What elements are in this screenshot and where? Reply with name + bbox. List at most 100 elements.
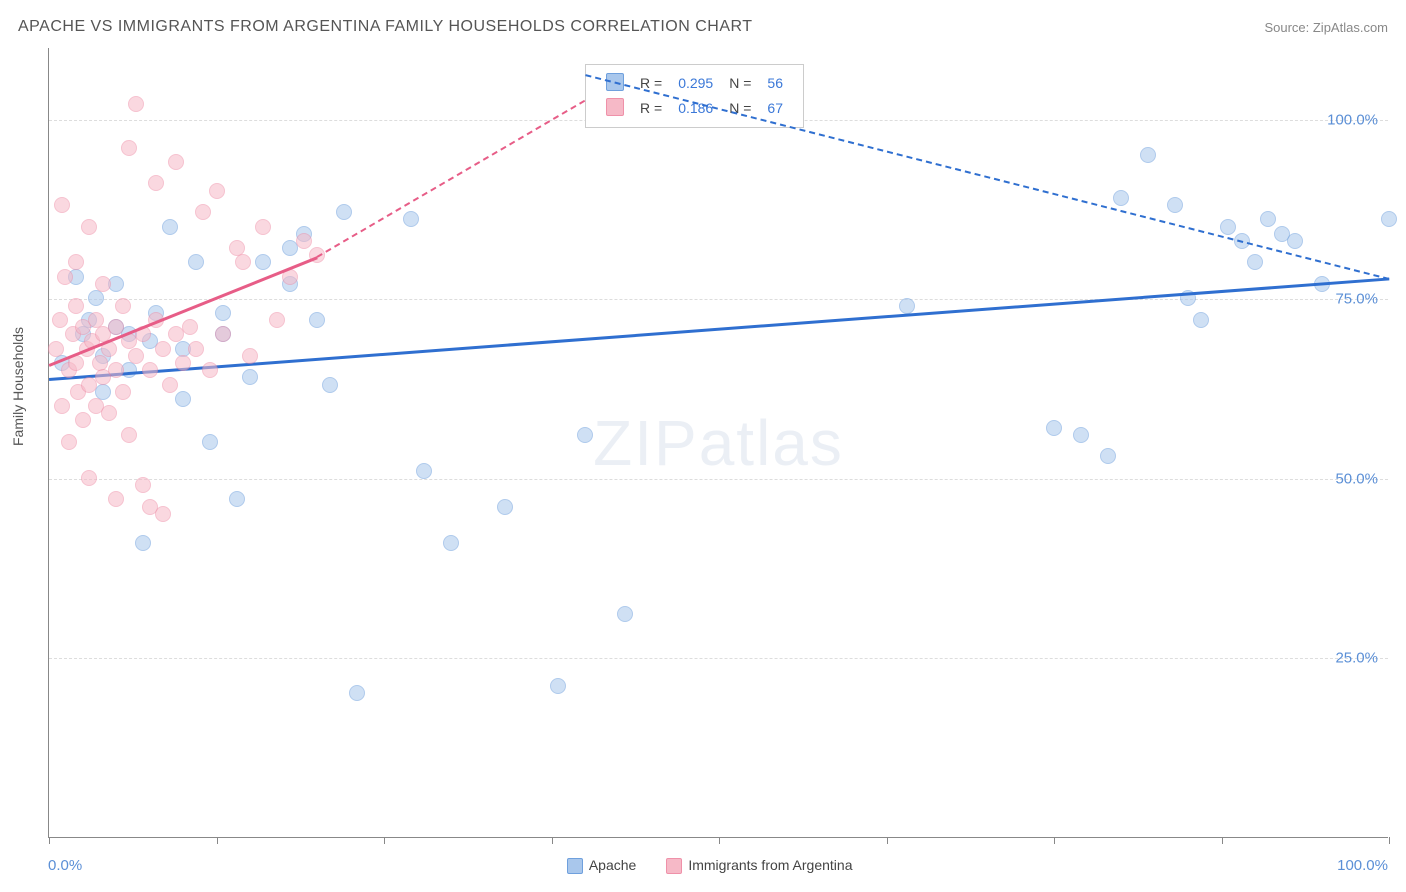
data-point (52, 312, 68, 328)
data-point (95, 276, 111, 292)
data-point (229, 491, 245, 507)
data-point (1381, 211, 1397, 227)
data-point (162, 219, 178, 235)
data-point (155, 506, 171, 522)
data-point (577, 427, 593, 443)
data-point (1287, 233, 1303, 249)
data-point (1046, 420, 1062, 436)
trend-line-extension (316, 100, 585, 258)
stats-box: R =0.295 N =56 R =0.186 N =67 (585, 64, 804, 128)
data-point (443, 535, 459, 551)
x-tick (552, 837, 553, 844)
data-point (54, 398, 70, 414)
data-point (88, 290, 104, 306)
data-point (135, 477, 151, 493)
data-point (497, 499, 513, 515)
x-tick (719, 837, 720, 844)
x-min-label: 0.0% (48, 857, 82, 874)
legend-item: Apache (567, 857, 636, 874)
data-point (188, 341, 204, 357)
data-point (1260, 211, 1276, 227)
data-point (148, 175, 164, 191)
data-point (1247, 254, 1263, 270)
data-point (215, 305, 231, 321)
data-point (235, 254, 251, 270)
gridline (49, 658, 1388, 659)
data-point (121, 427, 137, 443)
data-point (296, 233, 312, 249)
data-point (242, 348, 258, 364)
data-point (81, 470, 97, 486)
data-point (75, 412, 91, 428)
data-point (175, 391, 191, 407)
data-point (209, 183, 225, 199)
data-point (68, 254, 84, 270)
data-point (115, 298, 131, 314)
data-point (195, 204, 211, 220)
data-point (1113, 190, 1129, 206)
data-point (215, 326, 231, 342)
source-label: Source: ZipAtlas.com (1264, 20, 1388, 35)
data-point (188, 254, 204, 270)
data-point (202, 362, 218, 378)
data-point (1220, 219, 1236, 235)
data-point (255, 254, 271, 270)
y-tick-label: 25.0% (1335, 650, 1378, 667)
data-point (403, 211, 419, 227)
data-point (48, 341, 64, 357)
trend-line-extension (585, 74, 1389, 280)
data-point (1100, 448, 1116, 464)
y-tick-label: 100.0% (1327, 111, 1378, 128)
data-point (101, 405, 117, 421)
data-point (182, 319, 198, 335)
data-point (57, 269, 73, 285)
data-point (162, 377, 178, 393)
gridline (49, 479, 1388, 480)
data-point (175, 355, 191, 371)
data-point (61, 434, 77, 450)
data-point (121, 140, 137, 156)
y-axis-label: Family Households (10, 327, 26, 446)
data-point (202, 434, 218, 450)
watermark: ZIPatlas (593, 406, 844, 480)
data-point (128, 96, 144, 112)
x-tick (1389, 837, 1390, 844)
data-point (128, 348, 144, 364)
data-point (108, 362, 124, 378)
x-max-label: 100.0% (1337, 857, 1388, 874)
data-point (81, 219, 97, 235)
data-point (1073, 427, 1089, 443)
data-point (135, 535, 151, 551)
data-point (550, 678, 566, 694)
data-point (349, 685, 365, 701)
data-point (309, 312, 325, 328)
scatter-plot: ZIPatlas 25.0% 50.0% 75.0% 100.0% R =0.295 … (48, 48, 1388, 838)
data-point (115, 384, 131, 400)
data-point (242, 369, 258, 385)
x-tick (384, 837, 385, 844)
chart-title: APACHE VS IMMIGRANTS FROM ARGENTINA FAMI… (18, 18, 753, 36)
data-point (108, 319, 124, 335)
legend: Apache Immigrants from Argentina (567, 857, 853, 874)
data-point (155, 341, 171, 357)
data-point (142, 362, 158, 378)
data-point (255, 219, 271, 235)
data-point (899, 298, 915, 314)
data-point (1140, 147, 1156, 163)
data-point (108, 491, 124, 507)
x-tick (1222, 837, 1223, 844)
data-point (54, 197, 70, 213)
data-point (68, 298, 84, 314)
legend-item: Immigrants from Argentina (666, 857, 852, 874)
data-point (322, 377, 338, 393)
data-point (416, 463, 432, 479)
x-tick (49, 837, 50, 844)
trend-line (49, 278, 1389, 381)
data-point (269, 312, 285, 328)
data-point (1193, 312, 1209, 328)
x-tick (887, 837, 888, 844)
y-tick-label: 50.0% (1335, 470, 1378, 487)
data-point (617, 606, 633, 622)
x-tick (1054, 837, 1055, 844)
y-tick-label: 75.0% (1335, 291, 1378, 308)
